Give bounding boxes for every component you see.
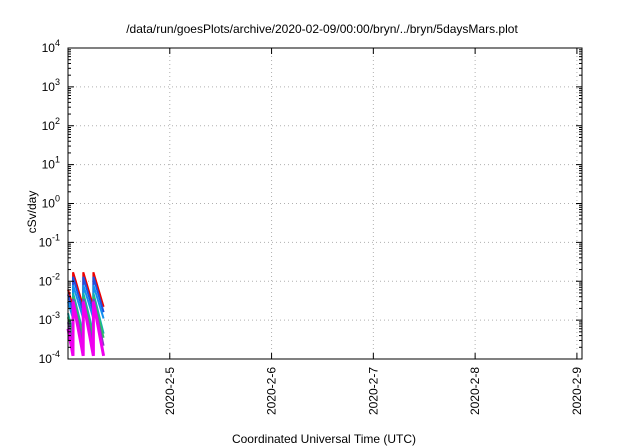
x-tick-label: 2020-2-6 xyxy=(265,367,279,415)
series-line xyxy=(67,284,105,319)
x-tick-label: 2020-2-8 xyxy=(468,367,482,415)
series-line xyxy=(67,272,105,308)
y-tick-label: 102 xyxy=(42,116,60,133)
series-line xyxy=(66,301,106,357)
x-tick-label: 2020-2-5 xyxy=(163,367,177,415)
y-tick-label: 101 xyxy=(42,155,60,172)
x-axis: 2020-2-5 2020-2-6 2020-2-7 2020-2-8 2020-2-9 xyxy=(163,48,584,415)
y-tick-label: 103 xyxy=(42,77,60,94)
plot-area xyxy=(66,272,106,357)
x-tick-label: 2020-2-9 xyxy=(570,367,584,415)
y-tick-label: 104 xyxy=(42,38,60,55)
y-tick-label: 10-3 xyxy=(39,310,60,327)
y-tick-label: 100 xyxy=(42,194,60,211)
chart-title: /data/run/goesPlots/archive/2020-02-09/0… xyxy=(126,22,518,36)
y-tick-label: 10-1 xyxy=(39,232,60,249)
y-tick-label: 10-2 xyxy=(39,271,60,288)
series-line xyxy=(67,276,105,313)
x-tick-label: 2020-2-7 xyxy=(366,367,380,415)
y-tick-label: 10-4 xyxy=(39,349,60,366)
x-axis-label: Coordinated Universal Time (UTC) xyxy=(232,432,416,446)
grid xyxy=(68,48,582,359)
y-axis-label: cSv/day xyxy=(25,191,39,234)
y-axis: 10-4 10-3 10-2 10-1 100 101 102 103 104 xyxy=(39,38,582,366)
